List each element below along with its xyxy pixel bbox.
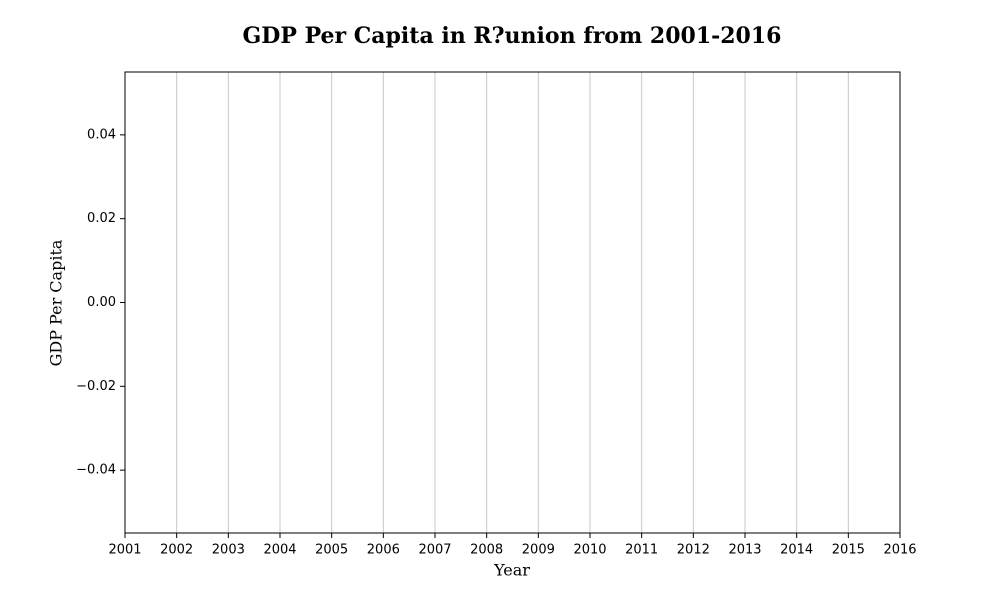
chart-title: GDP Per Capita in R?union from 2001-2016 bbox=[243, 23, 782, 49]
x-tick-label: 2016 bbox=[883, 543, 916, 558]
x-tick-label: 2004 bbox=[263, 543, 296, 558]
x-tick-label: 2010 bbox=[573, 543, 606, 558]
plot-frame bbox=[124, 71, 901, 534]
x-tick-label: 2003 bbox=[212, 543, 245, 558]
x-tick-label: 2013 bbox=[728, 543, 761, 558]
y-tick-label: −0.04 bbox=[76, 463, 116, 478]
x-tick-label: 2006 bbox=[367, 543, 400, 558]
x-tick-label: 2009 bbox=[522, 543, 555, 558]
y-tick-label: −0.02 bbox=[76, 379, 116, 394]
x-tick-label: 2007 bbox=[418, 543, 451, 558]
x-tick-label: 2008 bbox=[470, 543, 503, 558]
x-tick-label: 2012 bbox=[677, 543, 710, 558]
y-tick-label: 0.04 bbox=[87, 127, 116, 142]
x-tick-label: 2002 bbox=[160, 543, 193, 558]
x-tick-label: 2015 bbox=[832, 543, 865, 558]
x-tick-label: 2014 bbox=[780, 543, 813, 558]
y-tick-label: 0.02 bbox=[87, 211, 116, 226]
x-tick-label: 2011 bbox=[625, 543, 658, 558]
x-tick-label: 2005 bbox=[315, 543, 348, 558]
x-tick-label: 2001 bbox=[108, 543, 141, 558]
y-tick-label: 0.00 bbox=[87, 295, 116, 310]
x-axis-label: Year bbox=[493, 561, 530, 580]
y-axis-label: GDP Per Capita bbox=[47, 239, 66, 366]
